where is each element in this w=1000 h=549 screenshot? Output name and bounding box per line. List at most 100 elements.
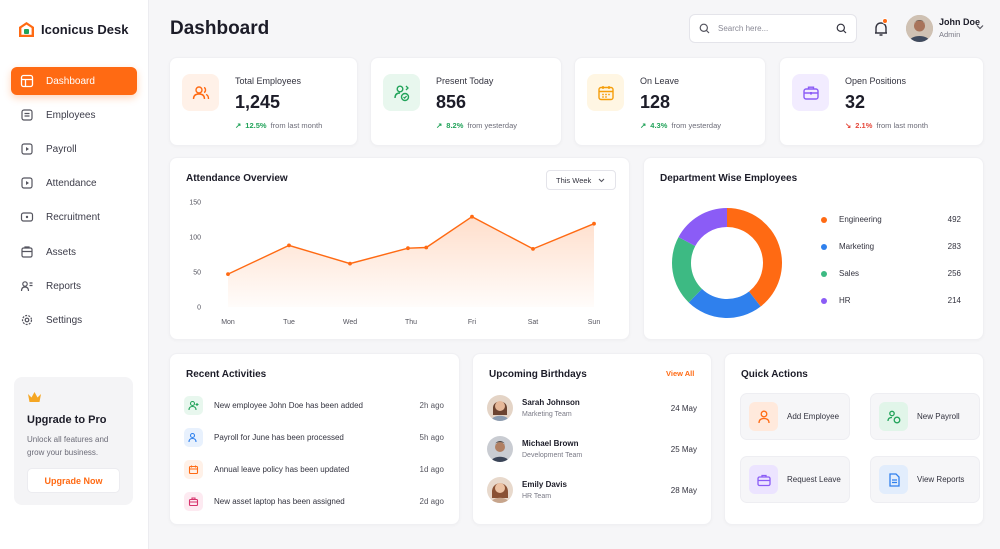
view-reports-button[interactable]: View Reports <box>870 456 980 503</box>
attendance-point[interactable] <box>226 272 230 276</box>
upcoming-birthdays-card: Upcoming Birthdays View All Sarah Johnso… <box>472 353 712 525</box>
birthday-info: Emily Davis HR Team <box>522 480 567 500</box>
legend-label: Engineering <box>839 215 882 224</box>
trend-up-icon: ↗ <box>436 121 443 130</box>
donut-slice-engineering[interactable] <box>727 208 782 307</box>
crown-icon <box>28 392 41 402</box>
sidebar-item-payroll[interactable]: Payroll <box>11 135 137 163</box>
search-bar[interactable] <box>689 14 857 43</box>
activity-item[interactable]: Payroll for June has been processed 5h a… <box>184 426 444 448</box>
sidebar-item-recruitment[interactable]: Recruitment <box>11 203 137 231</box>
birthday-dept: Development Team <box>522 452 583 459</box>
activities-title: Recent Activities <box>186 369 267 380</box>
activity-text: New employee John Doe has been added <box>214 400 363 410</box>
birthday-name: Michael Brown <box>522 439 579 448</box>
attendance-point[interactable] <box>470 214 474 219</box>
avatar-image <box>906 15 933 42</box>
sidebar-item-settings[interactable]: Settings <box>11 306 137 334</box>
quick-action-label: New Payroll <box>917 412 960 421</box>
upgrade-now-button[interactable]: Upgrade Now <box>27 468 120 493</box>
activity-item[interactable]: New asset laptop has been assigned 2d ag… <box>184 490 444 512</box>
new-payroll-button[interactable]: New Payroll <box>870 393 980 440</box>
donut-slice-sales[interactable] <box>672 237 702 303</box>
view-all-link[interactable]: View All <box>666 369 695 378</box>
sidebar-item-dashboard[interactable]: Dashboard <box>11 67 137 95</box>
legend-dot <box>821 270 827 277</box>
attendance-line <box>227 215 595 275</box>
attendance-point[interactable] <box>592 221 596 226</box>
donut-slice-hr[interactable] <box>678 208 727 247</box>
stat-trend: ↗ 8.2% from yesterday <box>436 121 517 130</box>
legend-value: 283 <box>947 242 961 251</box>
sidebar-item-attendance[interactable]: Attendance <box>11 169 137 197</box>
trend-value: 8.2% <box>446 121 464 130</box>
search-submit-icon[interactable] <box>836 23 847 34</box>
sidebar-item-employees[interactable]: Employees <box>11 101 137 129</box>
activity-item[interactable]: New employee John Doe has been added 2h … <box>184 394 444 416</box>
stat-card-total-employees: Total Employees 1,245 ↗ 12.5% from last … <box>169 57 358 146</box>
x-tick-label: Sun <box>588 319 601 326</box>
notification-bell-icon[interactable] <box>872 20 890 38</box>
attendance-point[interactable] <box>531 247 535 251</box>
x-tick-label: Thu <box>405 319 417 326</box>
search-input[interactable] <box>718 24 828 33</box>
chevron-down-icon[interactable] <box>976 24 984 30</box>
attendance-point[interactable] <box>406 246 410 251</box>
activity-item[interactable]: Annual leave policy has been updated 1d … <box>184 458 444 480</box>
app-logo[interactable]: Iconicus Desk <box>18 21 128 38</box>
department-title: Department Wise Employees <box>660 173 798 184</box>
y-tick-label: 0 <box>197 305 201 312</box>
trend-note: from yesterday <box>671 121 722 130</box>
legend-hr: HR 214 <box>821 296 961 305</box>
donut-slice-marketing[interactable] <box>688 288 761 318</box>
attendance-point[interactable] <box>348 261 352 266</box>
legend-dot <box>821 243 827 250</box>
attendance-chart: 0 50 100 150 Mon Tue Wed Thu Fri Sat Sun <box>189 200 601 327</box>
x-tick-label: Sat <box>528 319 539 326</box>
user-name[interactable]: John Doe <box>939 17 981 27</box>
attendance-point[interactable] <box>287 243 291 248</box>
y-tick-label: 150 <box>189 200 201 207</box>
sidebar-item-assets[interactable]: Assets <box>11 238 137 266</box>
quick-actions-title: Quick Actions <box>741 369 808 380</box>
request-leave-button[interactable]: Request Leave <box>740 456 850 503</box>
employees-icon <box>21 109 33 121</box>
stat-value: 1,245 <box>235 92 281 112</box>
activity-time: 5h ago <box>419 432 444 442</box>
user-avatar[interactable] <box>906 15 933 42</box>
quick-action-label: View Reports <box>917 475 965 484</box>
trend-value: 2.1% <box>855 121 873 130</box>
stat-trend: ↘ 2.1% from last month <box>845 121 928 130</box>
legend-value: 214 <box>947 296 961 305</box>
trend-up-icon: ↗ <box>235 121 242 130</box>
user-role: Admin <box>939 30 961 39</box>
birthday-date: 25 May <box>670 444 697 454</box>
avatar <box>487 395 513 421</box>
user-add-icon <box>749 402 778 431</box>
attendance-overview-card: Attendance Overview This Week 0 50 100 150 M… <box>169 157 630 340</box>
activity-text: Payroll for June has been processed <box>214 432 344 442</box>
birthday-item[interactable]: Michael Brown Development Team 25 May <box>487 435 697 463</box>
trend-up-icon: ↗ <box>640 121 647 130</box>
search-icon <box>699 23 710 34</box>
legend-dot <box>821 297 827 304</box>
attendance-icon <box>21 177 33 189</box>
birthday-item[interactable]: Sarah Johnson Marketing Team 24 May <box>487 394 697 422</box>
stat-label: Present Today <box>436 76 494 86</box>
activity-text: New asset laptop has been assigned <box>214 496 345 506</box>
stat-trend: ↗ 12.5% from last month <box>235 121 322 130</box>
sidebar-item-reports[interactable]: Reports <box>11 272 137 300</box>
birthday-item[interactable]: Emily Davis HR Team 28 May <box>487 476 697 504</box>
attendance-point[interactable] <box>424 245 429 250</box>
period-select-value: This Week <box>556 175 592 185</box>
avatar <box>487 436 513 462</box>
period-select[interactable]: This Week <box>546 170 616 190</box>
quick-action-label: Request Leave <box>787 475 841 484</box>
legend-engineering: Engineering 492 <box>821 215 961 224</box>
add-employee-button[interactable]: Add Employee <box>740 393 850 440</box>
chevron-down-icon <box>598 178 605 182</box>
x-tick-label: Fri <box>468 319 477 326</box>
upgrade-subtitle: Unlock all features and grow your busine… <box>27 433 120 459</box>
recruitment-icon <box>20 212 34 222</box>
reports-icon <box>879 465 908 494</box>
